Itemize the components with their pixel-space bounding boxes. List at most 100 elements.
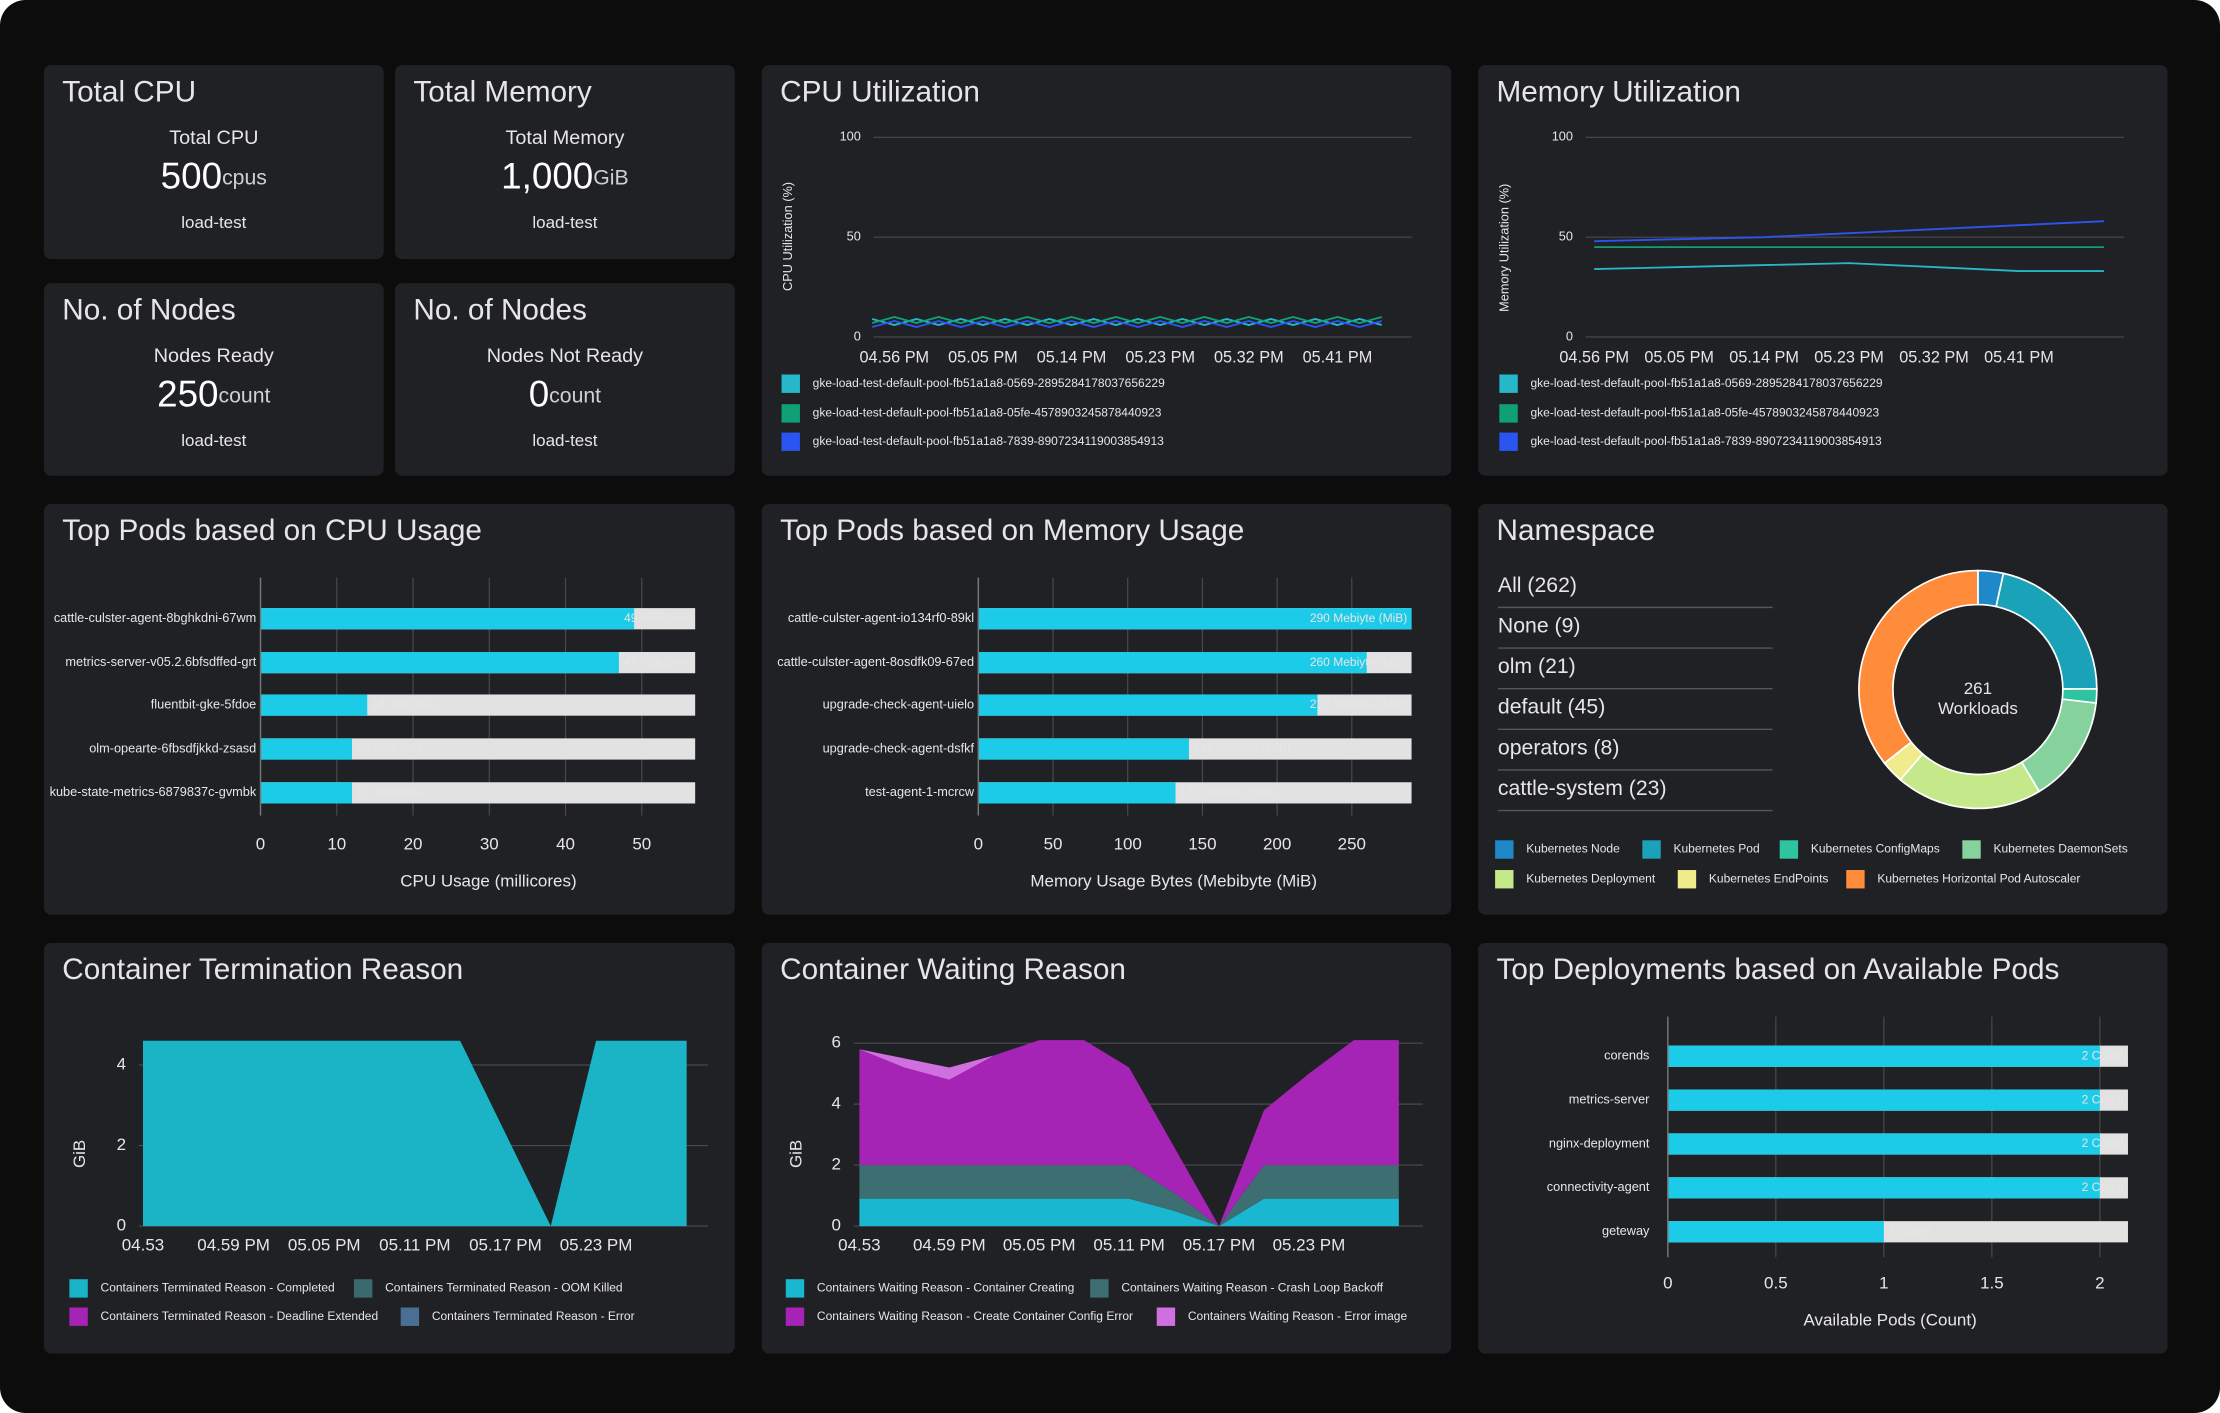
legend-label: gke-load-test-default-pool-fb51a1a8-7839…	[813, 434, 1164, 448]
category-label: upgrade-check-agent-uielo	[823, 696, 975, 711]
value-label: 47 millicores	[623, 655, 690, 669]
legend-swatch	[781, 374, 800, 393]
stat-footer: load-test	[181, 431, 246, 450]
panel-title: Container Waiting Reason	[780, 953, 1126, 986]
value-label: 14 millicores	[372, 697, 439, 711]
panel	[395, 283, 735, 476]
stat-value: 250count	[157, 373, 270, 414]
x-tick-label: 05.23 PM	[1814, 349, 1884, 367]
x-tick-label: 05.41 PM	[1984, 349, 2054, 367]
x-tick-label: 05.14 PM	[1729, 349, 1799, 367]
x-tick-label: 50	[632, 835, 651, 854]
x-tick-label: 1.5	[1980, 1274, 2004, 1293]
x-tick-label: 2	[2095, 1274, 2104, 1293]
panel-title: Top Pods based on Memory Usage	[780, 514, 1244, 547]
stat-number: 500	[161, 155, 222, 196]
x-tick-label: 05.05 PM	[288, 1235, 361, 1254]
panel-title: Total CPU	[62, 75, 196, 108]
legend-label: Containers Waiting Reason - Create Conta…	[817, 1309, 1133, 1323]
stat-footer: load-test	[181, 213, 246, 232]
bar	[1667, 1177, 2100, 1199]
stat-footer: load-test	[532, 213, 597, 232]
x-tick-label: 30	[480, 835, 499, 854]
bar	[978, 782, 1176, 804]
series-area	[859, 1040, 1399, 1227]
panel-title: Memory Utilization	[1497, 75, 1741, 108]
value-label: 12 millicores	[356, 741, 423, 755]
x-tick-label: 200	[1263, 835, 1291, 854]
x-tick-label: 04.56 PM	[1559, 349, 1629, 367]
bar	[1667, 1133, 2100, 1155]
x-tick-label: 05.11 PM	[379, 1235, 450, 1254]
panel-title: Top Deployments based on Available Pods	[1497, 953, 2060, 986]
panel-title: CPU Utilization	[780, 75, 980, 108]
category-label: cattle-culster-agent-8osdfk09-67ed	[777, 654, 974, 669]
stat-value: 500cpus	[161, 155, 267, 196]
legend-swatch	[1677, 870, 1697, 889]
legend-label: Containers Terminated Reason - Error	[432, 1309, 635, 1323]
legend-swatch	[1495, 840, 1514, 859]
legend-label: gke-load-test-default-pool-fb51a1a8-05fe…	[1530, 406, 1879, 420]
legend-label: Containers Waiting Reason - Crash Loop B…	[1121, 1281, 1383, 1295]
x-tick-label: 04.59 PM	[913, 1235, 986, 1254]
series-area	[859, 1198, 1399, 1227]
panel-title: Namespace	[1497, 514, 1656, 547]
x-tick-label: 04.59 PM	[197, 1235, 270, 1254]
y-tick-label: 100	[840, 129, 861, 144]
legend-label: Containers Waiting Reason - Error image	[1188, 1309, 1408, 1323]
series-line	[1594, 220, 2104, 243]
x-tick-label: 05.32 PM	[1214, 349, 1284, 367]
category-label: connectivity-agent	[1547, 1179, 1650, 1194]
category-label: geteway	[1602, 1223, 1650, 1238]
bar	[260, 782, 353, 804]
y-tick-label: 6	[832, 1033, 841, 1052]
panel	[761, 65, 1452, 476]
legend-swatch	[1495, 870, 1514, 889]
namespace-item: default (45)	[1498, 696, 1605, 719]
y-tick-label: 4	[832, 1094, 841, 1113]
legend-swatch	[1499, 374, 1518, 393]
value-label: 1 Count	[1888, 1224, 1931, 1238]
x-tick-label: 50	[1044, 835, 1063, 854]
value-label: 227 Mebiyte (MiB)	[1310, 697, 1408, 711]
legend-label: Kubernetes Horizontal Pod Autoscaler	[1877, 871, 2080, 885]
stat-unit: count	[219, 384, 271, 407]
y-tick-label: 2	[117, 1135, 126, 1154]
value-label: 290 Mebiyte (MiB)	[1310, 611, 1408, 625]
legend-swatch	[1846, 870, 1865, 889]
legend-label: gke-load-test-default-pool-fb51a1a8-0569…	[1530, 376, 1882, 390]
x-axis-label: Available Pods (Count)	[1803, 1310, 1976, 1329]
x-axis-label: CPU Usage (millicores)	[400, 872, 576, 891]
legend-label: Kubernetes Node	[1526, 842, 1620, 856]
y-tick-label: 0	[854, 328, 861, 343]
bar	[978, 694, 1318, 716]
category-label: fluentbit-gke-5fdoe	[151, 696, 256, 711]
legend-label: Kubernetes ConfigMaps	[1811, 842, 1940, 856]
legend-swatch	[1779, 840, 1799, 859]
stat-label: Total Memory	[505, 127, 624, 149]
x-tick-label: 05.23 PM	[1273, 1235, 1346, 1254]
stat-number: 250	[157, 373, 218, 414]
y-tick-label: 0	[832, 1216, 841, 1235]
stat-label: Nodes Ready	[154, 345, 274, 367]
legend-swatch	[781, 432, 800, 451]
bar-track	[260, 694, 696, 716]
x-tick-label: 04.56 PM	[859, 349, 929, 367]
panel	[1478, 65, 2168, 476]
x-tick-label: 150	[1188, 835, 1216, 854]
category-label: nginx-deployment	[1549, 1135, 1650, 1150]
x-tick-label: 20	[404, 835, 423, 854]
y-axis-label: Memory Utilization (%)	[1496, 184, 1511, 312]
x-tick-label: 05.17 PM	[1183, 1235, 1256, 1254]
panel	[395, 65, 735, 260]
donut-total: 261	[1964, 679, 1992, 698]
bar	[978, 608, 1412, 630]
legend-label: gke-load-test-default-pool-fb51a1a8-0569…	[813, 376, 1165, 390]
x-tick-label: 05.41 PM	[1303, 349, 1373, 367]
category-label: corends	[1604, 1048, 1649, 1063]
legend-swatch	[1499, 432, 1518, 451]
legend-swatch	[785, 1307, 805, 1326]
panel	[43, 283, 384, 476]
legend-swatch	[1642, 840, 1661, 859]
stat-number: 1,000	[501, 155, 593, 196]
